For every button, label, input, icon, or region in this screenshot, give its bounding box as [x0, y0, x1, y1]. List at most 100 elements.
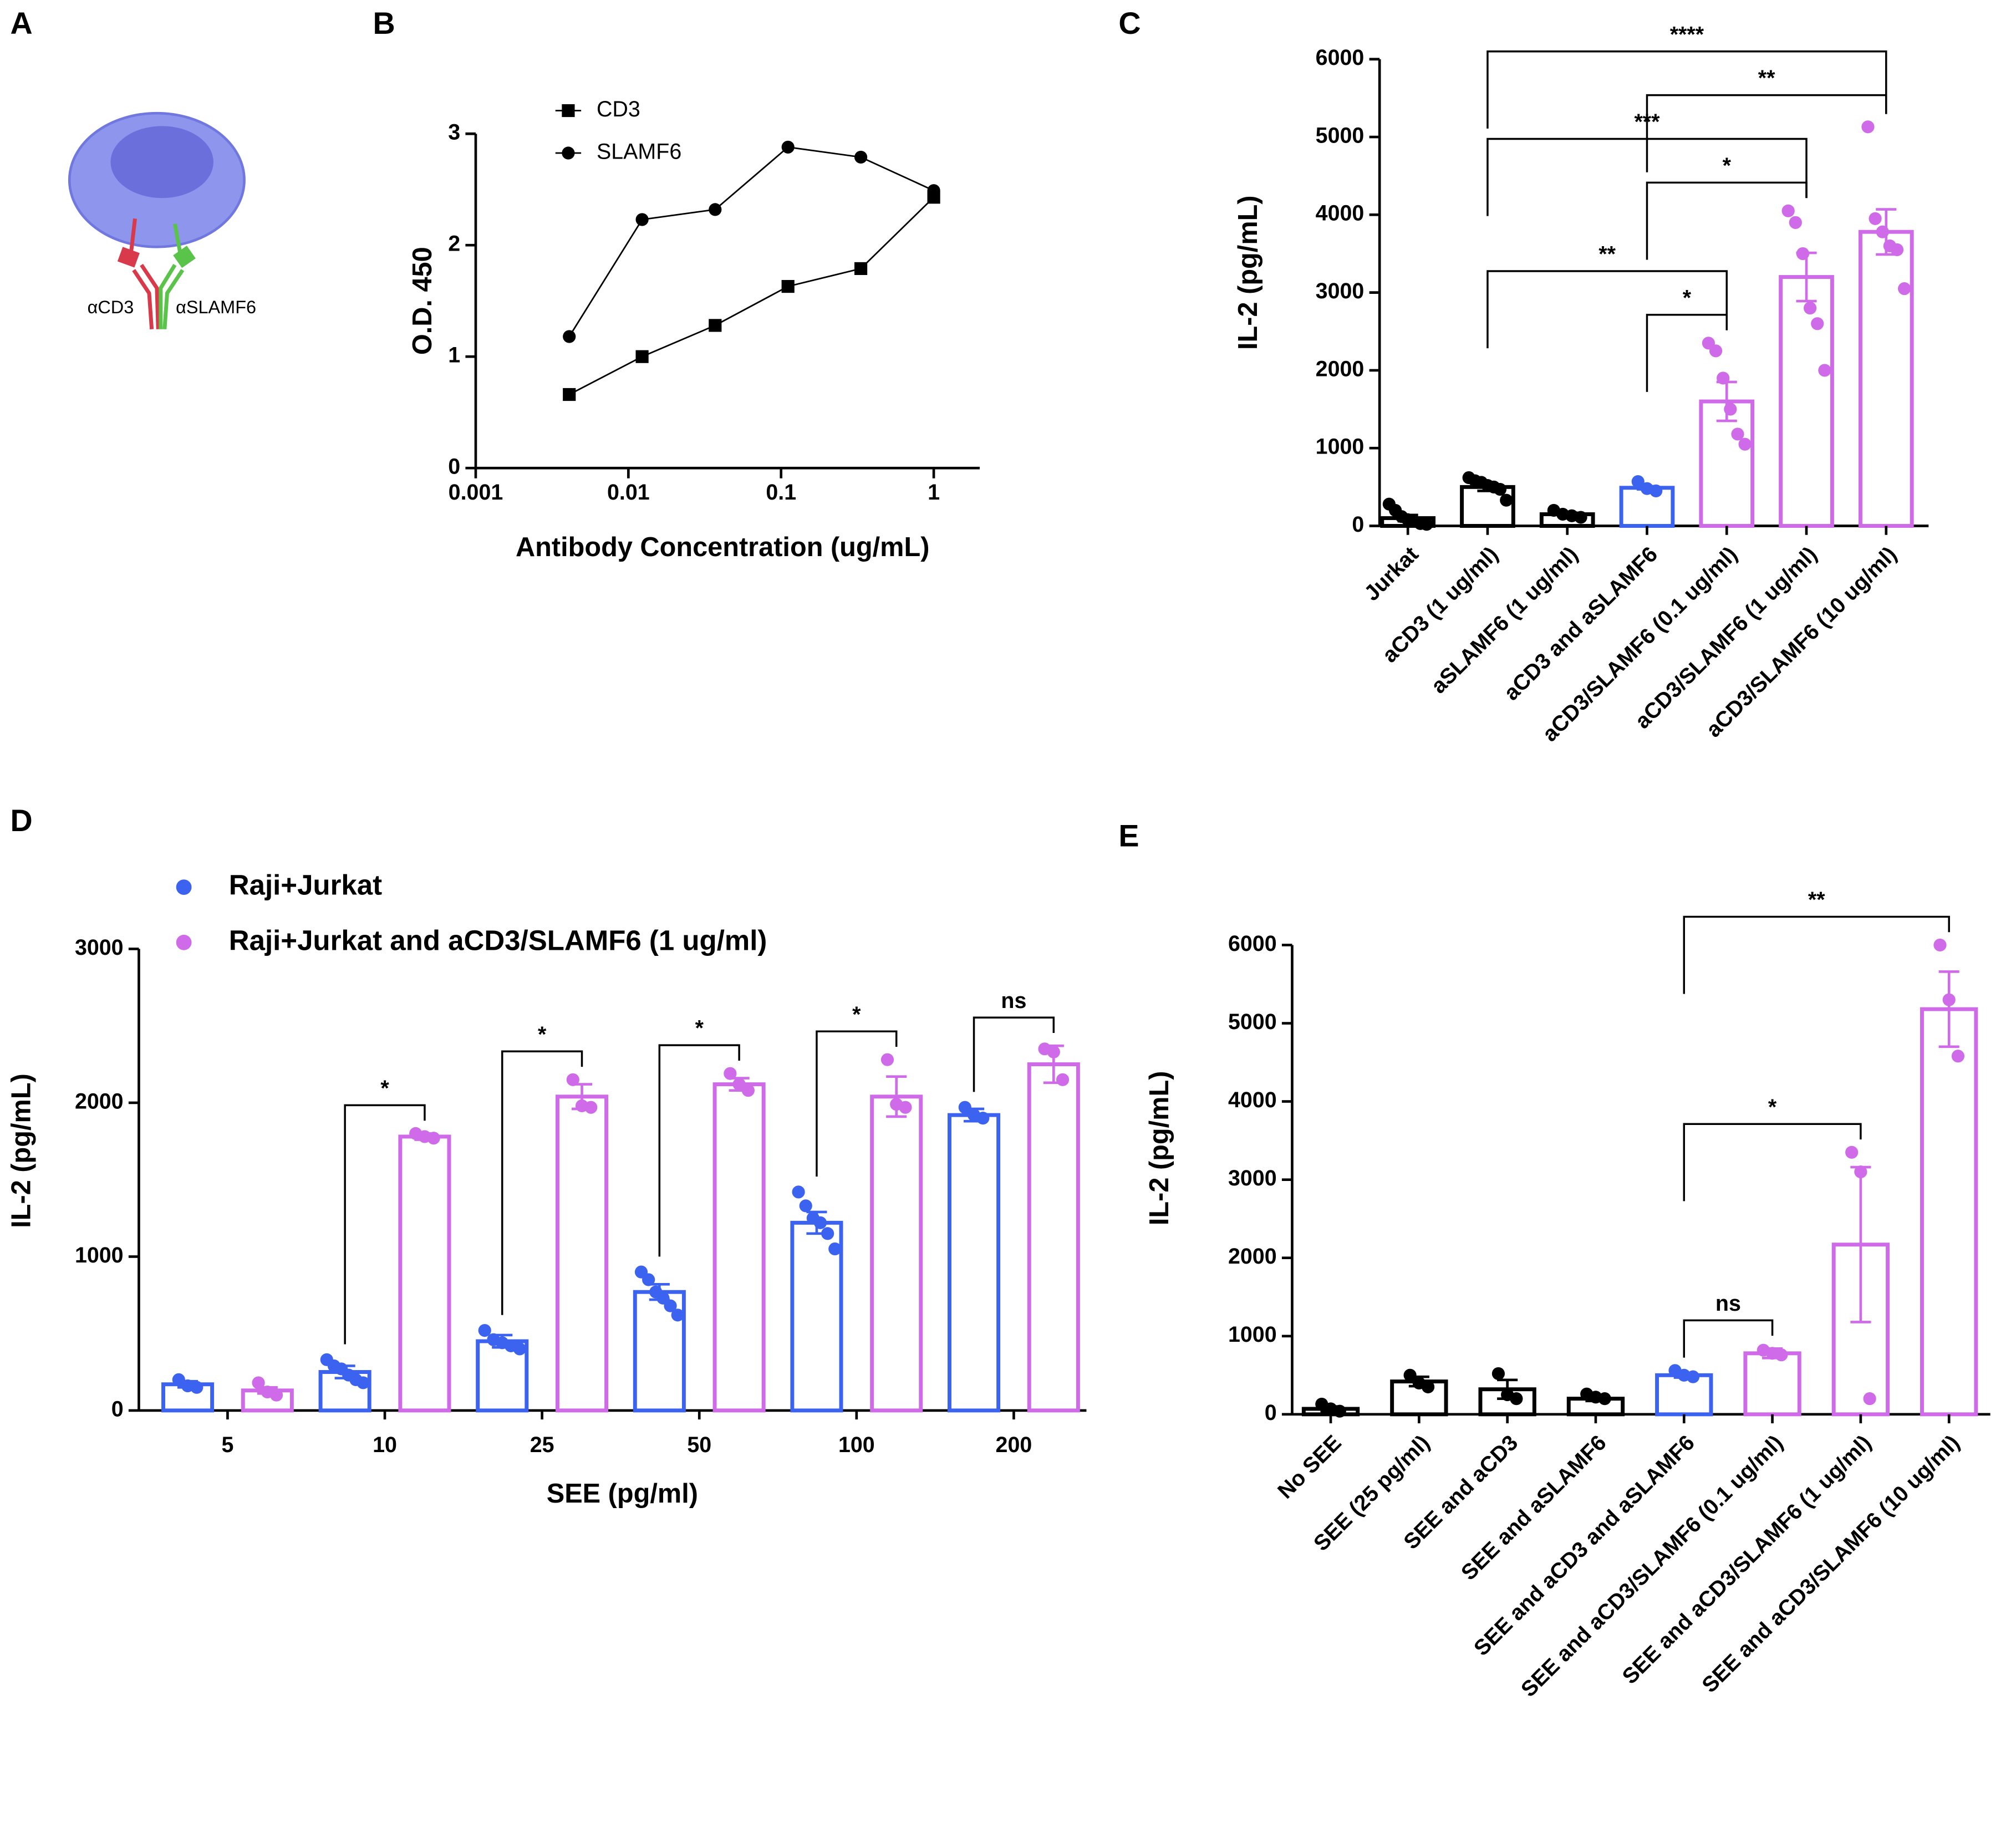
- significance-bracket: [1683, 1123, 1862, 1201]
- data-point: [1781, 204, 1795, 217]
- panel-label: A: [11, 6, 33, 40]
- x-tick-label: No SEE: [1273, 1430, 1346, 1504]
- data-point: [1574, 511, 1587, 524]
- y-axis-title: O.D. 450: [408, 247, 437, 355]
- y-axis-title: IL-2 (pg/mL): [1144, 1071, 1174, 1226]
- data-point: [1854, 1165, 1867, 1179]
- x-tick-label: SEE and aSLAMF6: [1457, 1430, 1611, 1585]
- y-tick-label: 3: [448, 120, 460, 145]
- data-point: [1890, 243, 1904, 257]
- y-tick-label: 0: [111, 1397, 124, 1421]
- data-point: [172, 1373, 185, 1386]
- significance-label: *: [538, 1022, 547, 1047]
- data-point: [1717, 371, 1730, 385]
- panel-label: B: [373, 6, 395, 40]
- data-point: [813, 1216, 827, 1229]
- x-tick-label: 1: [928, 480, 940, 505]
- marker: [563, 388, 576, 401]
- data-point: [1724, 403, 1737, 416]
- y-tick-label: 3000: [1316, 279, 1365, 303]
- data-point: [357, 1376, 370, 1389]
- significance-label: ns: [1001, 989, 1026, 1013]
- data-point: [584, 1101, 598, 1114]
- data-point: [1056, 1073, 1070, 1086]
- marker: [709, 203, 722, 216]
- x-tick-label: 10: [373, 1433, 397, 1457]
- significance-label: ****: [1670, 22, 1704, 47]
- x-tick-label: 50: [687, 1433, 711, 1457]
- significance-label: *: [1768, 1095, 1777, 1119]
- data-point: [732, 1078, 746, 1091]
- y-tick-label: 5000: [1228, 1010, 1277, 1034]
- x-tick-label: 0.001: [449, 480, 503, 505]
- bar: [1027, 1062, 1080, 1413]
- significance-bracket: [1646, 94, 1887, 172]
- significance-label: *: [695, 1016, 704, 1041]
- data-point: [1869, 212, 1882, 225]
- marker: [854, 262, 868, 276]
- y-axis-title: IL-2 (pg/mL): [1233, 195, 1263, 350]
- y-tick-label: 0: [1265, 1401, 1277, 1425]
- data-point: [1047, 1045, 1060, 1058]
- data-point: [252, 1376, 265, 1389]
- significance-bracket: [501, 1050, 583, 1315]
- marker: [781, 279, 795, 293]
- y-tick-label: 1000: [1316, 435, 1365, 459]
- panel-label: E: [1118, 819, 1139, 853]
- data-point: [1731, 427, 1744, 441]
- data-point: [269, 1388, 283, 1402]
- legend-label: Raji+Jurkat and aCD3/SLAMF6 (1 ug/ml): [229, 924, 767, 956]
- bar: [1920, 1007, 1978, 1417]
- data-point: [1898, 282, 1911, 296]
- data-point: [1491, 1367, 1505, 1381]
- data-point: [1876, 225, 1889, 238]
- legend-marker: [562, 104, 575, 118]
- data-point: [724, 1067, 737, 1080]
- data-point: [478, 1324, 491, 1337]
- significance-bracket: [1683, 1319, 1774, 1358]
- legend-label: SLAMF6: [597, 139, 681, 164]
- data-point: [1951, 1050, 1965, 1063]
- y-tick-label: 5000: [1316, 123, 1365, 147]
- data-point: [1333, 1404, 1346, 1418]
- x-tick-label: Jurkat: [1360, 542, 1423, 605]
- significance-bracket: [1683, 915, 1950, 994]
- data-point: [1845, 1145, 1859, 1159]
- x-tick-label: 25: [530, 1433, 554, 1457]
- data-point: [880, 1053, 894, 1066]
- x-tick-label: 5: [221, 1433, 233, 1457]
- y-tick-label: 0: [448, 455, 460, 479]
- x-tick-label: aSLAMF6 (1 ug/ml): [1426, 542, 1582, 698]
- significance-label: *: [1683, 286, 1692, 310]
- data-point: [828, 1242, 842, 1256]
- marker: [709, 319, 722, 332]
- y-tick-label: 2000: [75, 1089, 124, 1113]
- y-tick-label: 3000: [1228, 1166, 1277, 1190]
- significance-bracket: [1646, 181, 1808, 260]
- data-point: [664, 1299, 677, 1312]
- data-point: [1403, 1368, 1417, 1382]
- data-point: [427, 1132, 440, 1145]
- data-point: [1796, 247, 1810, 261]
- y-tick-label: 3000: [75, 935, 124, 960]
- significance-bracket: [1486, 270, 1728, 349]
- y-tick-label: 2000: [1228, 1244, 1277, 1269]
- panel-label: C: [1118, 6, 1141, 40]
- data-point: [958, 1101, 971, 1114]
- legend-label: CD3: [597, 97, 640, 121]
- marker: [563, 330, 576, 343]
- y-tick-label: 0: [1352, 512, 1364, 537]
- y-tick-label: 6000: [1228, 931, 1277, 956]
- data-point: [1789, 216, 1802, 229]
- bar: [948, 1113, 1001, 1413]
- y-tick-label: 4000: [1316, 201, 1365, 226]
- data-point: [799, 1199, 812, 1213]
- cell-diagram: [68, 111, 246, 329]
- data-point: [1510, 1392, 1523, 1406]
- data-point: [1942, 993, 1956, 1006]
- bar: [1779, 275, 1834, 528]
- data-point: [1738, 437, 1752, 451]
- data-point: [1933, 938, 1947, 952]
- x-tick-label: 0.01: [607, 480, 650, 505]
